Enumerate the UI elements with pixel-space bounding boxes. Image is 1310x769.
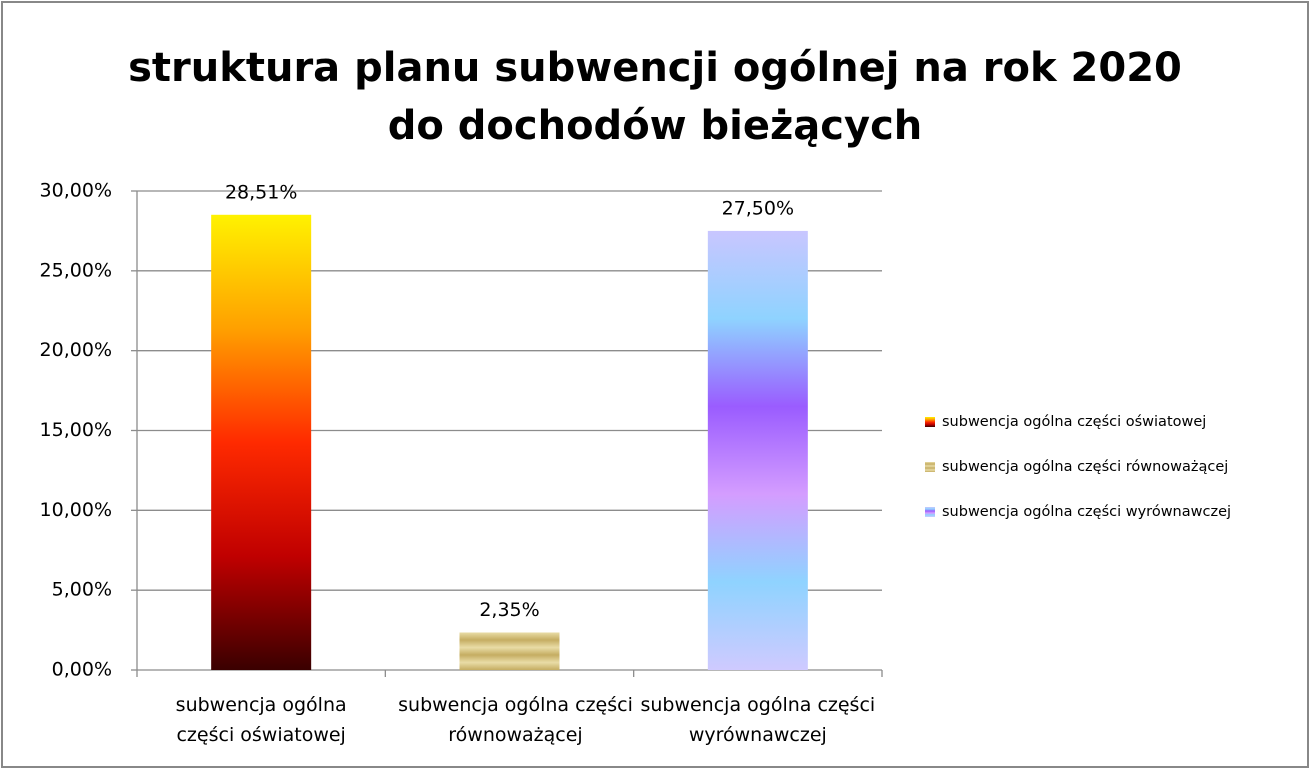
legend-label: subwencja ogólna części wyrównawczej — [942, 504, 1231, 520]
data-label: 28,51% — [225, 181, 297, 203]
chart-title: struktura planu subwencji ogólnej na rok… — [128, 45, 1182, 91]
y-tick-label: 5,00% — [52, 579, 112, 601]
x-tick-label: subwencja ogólna części oświatowej — [175, 694, 347, 746]
legend-swatch — [925, 417, 935, 427]
data-label: 27,50% — [722, 197, 794, 219]
bar — [459, 632, 560, 670]
y-tick-label: 30,00% — [40, 180, 112, 202]
x-tick-label: subwencja ogólna części równoważącej — [398, 694, 633, 746]
y-tick-label: 10,00% — [40, 499, 112, 521]
data-label: 2,35% — [479, 599, 539, 621]
bar — [707, 230, 808, 670]
legend-swatch — [925, 507, 935, 517]
y-tick-label: 20,00% — [40, 339, 112, 361]
legend-swatch — [925, 462, 935, 472]
y-tick-label: 15,00% — [40, 419, 112, 441]
chart-subtitle: do dochodów bieżących — [388, 103, 923, 149]
legend-label: subwencja ogólna części oświatowej — [942, 414, 1206, 430]
y-tick-label: 0,00% — [52, 659, 112, 681]
x-tick-label: subwencja ogólna części wyrównawczej — [640, 694, 876, 746]
y-tick-label: 25,00% — [40, 259, 112, 281]
bar — [211, 214, 312, 670]
legend-label: subwencja ogólna części równoważącej — [942, 459, 1228, 475]
